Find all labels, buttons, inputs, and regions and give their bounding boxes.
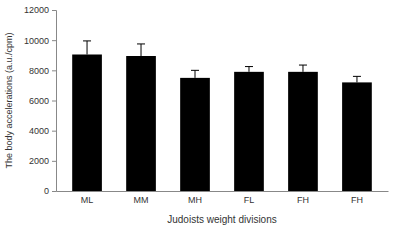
x-tick-label: FH [351, 195, 363, 205]
bar [180, 78, 210, 191]
error-bar [353, 76, 361, 82]
marks [72, 41, 372, 191]
error-bar [299, 65, 307, 72]
y-tick-label: 6000 [29, 96, 49, 106]
bar [126, 56, 156, 191]
y-tick-mark [52, 70, 56, 71]
y-tick-label: 4000 [29, 126, 49, 136]
x-tick: FH [351, 191, 363, 205]
bar [72, 54, 102, 191]
error-bar-cap [299, 65, 307, 66]
x-axis: ML MM MH FL FH FH [57, 191, 389, 205]
error-bar-cap [137, 43, 145, 44]
x-tick: MM [134, 191, 149, 205]
chart: 0 2000 4000 6000 8000 10000 12000 ML MM MH FL FH FH J… [0, 0, 400, 235]
y-tick-mark [52, 40, 56, 41]
x-axis-title: Judoists weight divisions [167, 214, 277, 225]
x-axis-line [57, 191, 389, 192]
error-bar-stem [141, 44, 142, 56]
error-bar-stem [248, 67, 249, 72]
error-bar-cap [191, 70, 199, 71]
y-tick: 4000 [29, 126, 56, 136]
y-tick: 10000 [24, 36, 56, 46]
y-tick: 6000 [29, 96, 56, 106]
y-tick: 2000 [29, 156, 56, 166]
bar [342, 82, 372, 191]
error-bar [137, 44, 145, 56]
y-tick-mark [52, 101, 56, 102]
y-axis-line [52, 11, 57, 192]
x-tick-label: MM [134, 195, 149, 205]
error-bar [83, 41, 91, 55]
x-tick: FH [297, 191, 309, 205]
x-tick-label: MH [188, 195, 202, 205]
x-tick: ML [81, 191, 94, 205]
x-tick-label: ML [81, 195, 94, 205]
y-axis: 0 2000 4000 6000 8000 10000 12000 [24, 5, 57, 196]
y-tick-mark [52, 10, 56, 11]
y-tick-mark [52, 131, 56, 132]
error-bar [191, 70, 199, 78]
y-tick: 12000 [24, 5, 56, 15]
y-tick-label: 2000 [29, 156, 49, 166]
error-bar-stem [356, 76, 357, 82]
plot: 0 2000 4000 6000 8000 10000 12000 ML MM MH FL FH FH [24, 5, 389, 205]
error-bar-cap [245, 66, 253, 67]
bar [234, 72, 264, 191]
y-tick-label: 0 [44, 186, 49, 196]
bar [288, 72, 318, 191]
y-axis-title: The body accelerations (a.u./cpm) [4, 32, 14, 168]
error-bar-stem [87, 41, 88, 55]
x-tick: FL [244, 191, 255, 205]
error-bar-cap [353, 76, 361, 77]
x-tick: MH [188, 191, 202, 205]
x-tick-label: FL [244, 195, 255, 205]
y-tick-mark [52, 161, 56, 162]
y-tick-label: 12000 [24, 5, 49, 15]
y-tick-mark [52, 191, 56, 192]
x-tick-label: FH [297, 195, 309, 205]
error-bar [245, 67, 253, 72]
y-tick-label: 10000 [24, 36, 49, 46]
error-bar-stem [302, 65, 303, 72]
y-tick-label: 8000 [29, 66, 49, 76]
y-tick: 8000 [29, 66, 56, 76]
y-tick: 0 [44, 186, 56, 196]
error-bar-cap [83, 40, 91, 41]
error-bar-stem [195, 70, 196, 78]
